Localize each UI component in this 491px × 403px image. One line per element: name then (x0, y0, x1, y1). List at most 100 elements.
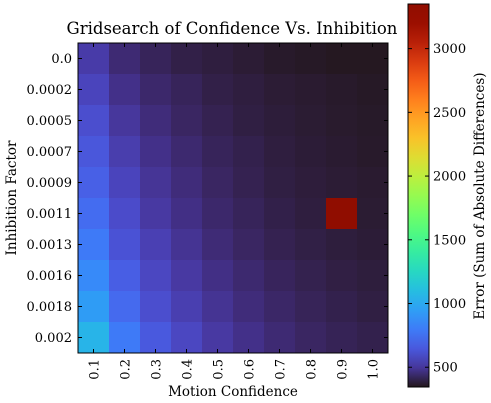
heatmap-cell (109, 229, 141, 261)
y-tick-label: 0.0005 (27, 114, 73, 129)
heatmap-cell (109, 260, 141, 292)
heatmap-cell (78, 167, 110, 199)
heatmap-cell (295, 74, 327, 106)
heatmap-cell (78, 260, 110, 292)
heatmap-cell (357, 167, 389, 199)
heatmap-cell (78, 322, 110, 354)
x-tick-label: 0.1 (88, 359, 103, 380)
heatmap-cell (295, 291, 327, 323)
heatmap-cell (326, 74, 358, 106)
heatmap-cell (326, 260, 358, 292)
heatmap-cell (202, 291, 234, 323)
heatmap-cell (140, 136, 172, 168)
heatmap-cell (109, 322, 141, 354)
x-tick-label: 0.9 (336, 359, 351, 380)
heatmap-cell (233, 291, 265, 323)
heatmap-cell (295, 322, 327, 354)
x-tick-label: 0.2 (119, 359, 134, 380)
x-tick-label: 0.7 (274, 359, 289, 380)
colorbar-tick-label: 2000 (433, 170, 466, 185)
heatmap-cell (109, 43, 141, 75)
x-tick-label: 0.4 (181, 359, 196, 380)
heatmap-cell (202, 198, 234, 230)
y-tick-label: 0.0011 (27, 207, 73, 222)
heatmap-cell (171, 167, 203, 199)
heatmap-cell (140, 167, 172, 199)
heatmap-cell (357, 105, 389, 137)
x-tick-label: 0.8 (305, 359, 320, 380)
heatmap-cell (326, 136, 358, 168)
heatmap-cell (140, 43, 172, 75)
heatmap-cell (264, 74, 296, 106)
y-tick-label: 0.0009 (27, 176, 73, 191)
y-tick-label: 0.0018 (27, 300, 73, 315)
colorbar-tick-label: 1500 (433, 233, 466, 248)
colorbar-tick-label: 2500 (433, 106, 466, 121)
heatmap-cell (264, 136, 296, 168)
colorbar-label: Error (Sum of Absolute Differences) (472, 72, 488, 319)
heatmap-cell (264, 260, 296, 292)
heatmap-cell (295, 167, 327, 199)
heatmap-cell (140, 322, 172, 354)
heatmap-cell (326, 167, 358, 199)
heatmap-cell (171, 229, 203, 261)
heatmap-cell (295, 136, 327, 168)
heatmap-cell (78, 74, 110, 106)
heatmap-cell (202, 74, 234, 106)
heatmap-cell (326, 229, 358, 261)
heatmap-cell (78, 136, 110, 168)
heatmap-cell (171, 322, 203, 354)
heatmap-cell (264, 229, 296, 261)
heatmap-cell (357, 136, 389, 168)
x-tick-label: 0.3 (150, 359, 165, 380)
heatmap-cell (171, 105, 203, 137)
heatmap-cell (202, 167, 234, 199)
heatmap-cell (357, 322, 389, 354)
y-tick-label: 0.0 (51, 52, 72, 67)
heatmap-cell (171, 43, 203, 75)
x-axis-label: Motion Confidence (168, 384, 298, 400)
heatmap-cell (326, 43, 358, 75)
heatmap-cell (202, 105, 234, 137)
y-tick-label: 0.0007 (27, 145, 73, 160)
heatmap-cell (109, 74, 141, 106)
heatmap-cell (233, 198, 265, 230)
heatmap-cell (326, 198, 358, 230)
heatmap-cell (233, 43, 265, 75)
heatmap-cell (233, 74, 265, 106)
y-tick-label: 0.0016 (27, 269, 73, 284)
colorbar-tick-label: 1000 (433, 297, 466, 312)
colorbar-ticks: 500 1000 1500 2000 2500 3000 (408, 42, 466, 376)
heatmap-cell (171, 136, 203, 168)
heatmap-cell (109, 198, 141, 230)
heatmap-cell (233, 136, 265, 168)
heatmap-cell (78, 291, 110, 323)
heatmap-cell (109, 136, 141, 168)
heatmap-cell (264, 322, 296, 354)
heatmap-cell (78, 198, 110, 230)
heatmap-cell (233, 167, 265, 199)
heatmap-cell (171, 198, 203, 230)
y-tick-label: 0.0002 (27, 83, 73, 98)
heatmap-cell (109, 167, 141, 199)
y-tick-label: 0.0013 (27, 238, 73, 253)
heatmap-cell (357, 198, 389, 230)
heatmap-cell (357, 229, 389, 261)
heatmap-cell (171, 74, 203, 106)
heatmap-cell (233, 260, 265, 292)
heatmap-cell (202, 322, 234, 354)
heatmap-cell (357, 260, 389, 292)
heatmap-cell (109, 291, 141, 323)
heatmap-cell (109, 105, 141, 137)
heatmap-cell (140, 291, 172, 323)
x-tick-label: 0.6 (243, 359, 258, 380)
axis-ticks: 0.1 0.2 0.3 0.4 0.5 0.6 0.7 0.8 0.9 1.0 0.0 0.0002 0… (27, 43, 388, 380)
heatmap-cell (140, 74, 172, 106)
heatmap-cell (233, 229, 265, 261)
heatmap-cell (233, 105, 265, 137)
heatmap-cell (264, 198, 296, 230)
heatmap-cell (140, 105, 172, 137)
heatmap-cell (171, 291, 203, 323)
heatmap-cell (171, 260, 203, 292)
